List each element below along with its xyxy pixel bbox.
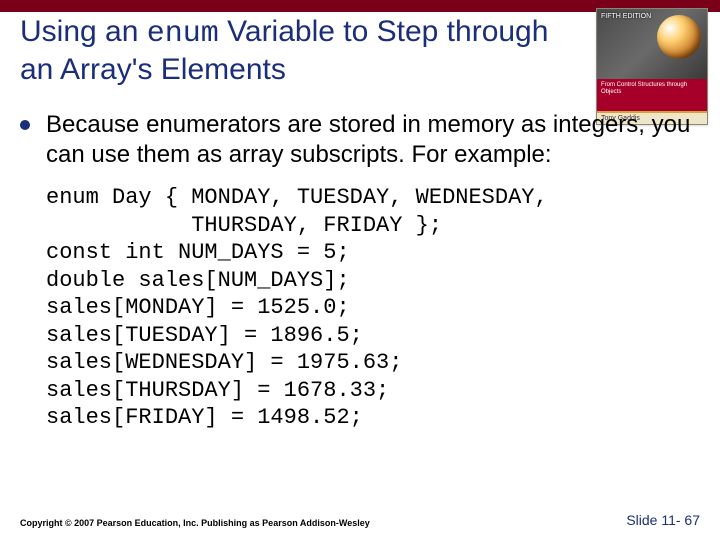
slide-number: Slide 11- 67 — [626, 512, 700, 528]
code-example: enum Day { MONDAY, TUESDAY, WEDNESDAY, T… — [46, 184, 700, 432]
book-cover-thumbnail: FIFTH EDITION From Control Structures th… — [596, 8, 708, 125]
title-mono: enum — [147, 17, 219, 51]
slide-body: Because enumerators are stored in memory… — [20, 110, 700, 432]
slide-title: Using an enum Variable to Step through a… — [20, 14, 580, 88]
bullet-dot-icon — [20, 120, 30, 130]
book-edition-text: FIFTH EDITION — [601, 13, 651, 21]
title-pre: Using an — [20, 15, 147, 48]
bullet-text: Because enumerators are stored in memory… — [46, 110, 700, 170]
book-band-text: From Control Structures through Objects — [597, 79, 707, 111]
slide-footer: Copyright © 2007 Pearson Education, Inc.… — [20, 512, 700, 528]
copyright-text: Copyright © 2007 Pearson Education, Inc.… — [20, 518, 370, 528]
bullet-item: Because enumerators are stored in memory… — [20, 110, 700, 170]
